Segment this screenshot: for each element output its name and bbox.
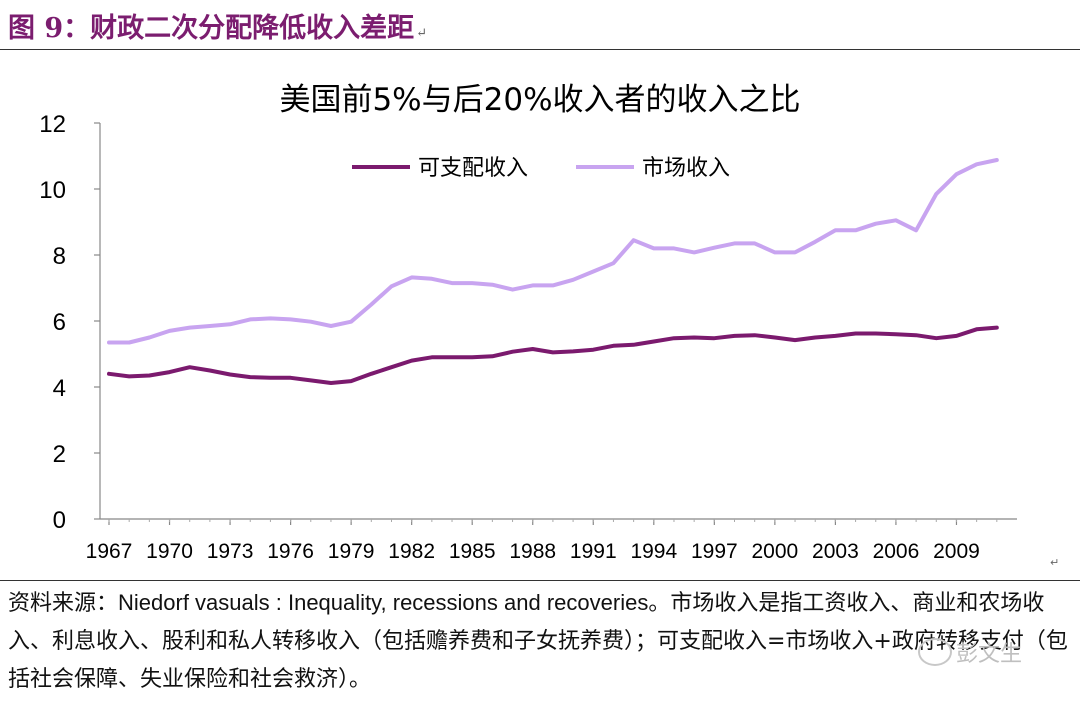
figure-title-text: 图 9：财政二次分配降低收入差距 [8,13,415,44]
x-tick-label: 1970 [146,540,193,563]
return-mark-chart: ↵ [1050,556,1059,569]
figure-title: 图 9：财政二次分配降低收入差距 ↵ [8,6,427,45]
y-tick-label: 4 [53,375,66,402]
x-tick-label: 2003 [812,540,859,563]
bottom-rule [0,580,1080,581]
x-tick-label: 1991 [570,540,617,563]
x-tick-label: 1976 [267,540,314,563]
x-tick-label: 1979 [328,540,375,563]
chart-legend: 可支配收入 市场收入 [352,156,730,181]
top-rule [0,49,1080,50]
y-tick-label: 8 [53,243,66,270]
x-tick-label: 2009 [933,540,980,563]
series-line-disposable-income [107,325,999,385]
chart-title: 美国前5%与后20%收入者的收入之比 [279,82,800,118]
source-note-prefix: 资料来源： [8,591,119,616]
watermark: 彭文生 [918,636,1022,668]
legend-label: 可支配收入 [418,156,528,181]
series-line-market-income [107,158,999,345]
x-tick-label: 2006 [873,540,920,563]
y-tick-label: 12 [39,111,66,138]
y-tick-label: 2 [53,441,66,468]
chart-axes: 0 2 4 6 8 10 12 1967 1970 1973 1976 1979 1982 1985 198… [39,111,1017,563]
y-tick-label: 0 [53,507,66,534]
wechat-icon [918,638,952,666]
x-tick-label: 1997 [691,540,738,563]
y-tick-label: 6 [53,309,66,336]
x-tick-label: 1982 [388,540,435,563]
return-mark: ↵ [416,26,428,41]
x-tick-label: 1994 [630,540,677,563]
source-note: 资料来源：Niedorf vasuals : Inequality, reces… [8,584,1072,699]
chart-series [107,158,999,385]
x-tick-label: 2000 [752,540,799,563]
legend-label: 市场收入 [642,156,730,181]
y-tick-label: 10 [39,177,66,204]
watermark-text: 彭文生 [956,642,1023,667]
source-note-body: 。市场收入是指工资收入、商业和农场收入、利息收入、股利和私人转移收入（包括赡养费… [8,591,1068,692]
x-tick-label: 1967 [86,540,133,563]
x-tick-label: 1985 [449,540,496,563]
source-note-reference: Niedorf vasuals : Inequality, recessions… [118,590,649,615]
x-tick-label: 1988 [509,540,556,563]
x-tick-label: 1973 [207,540,254,563]
figure-header: 图 9：财政二次分配降低收入差距 ↵ [0,0,1080,46]
line-chart: 美国前5%与后20%收入者的收入之比 0 2 4 6 8 10 12 1967 1970 1973… [39,82,1059,569]
